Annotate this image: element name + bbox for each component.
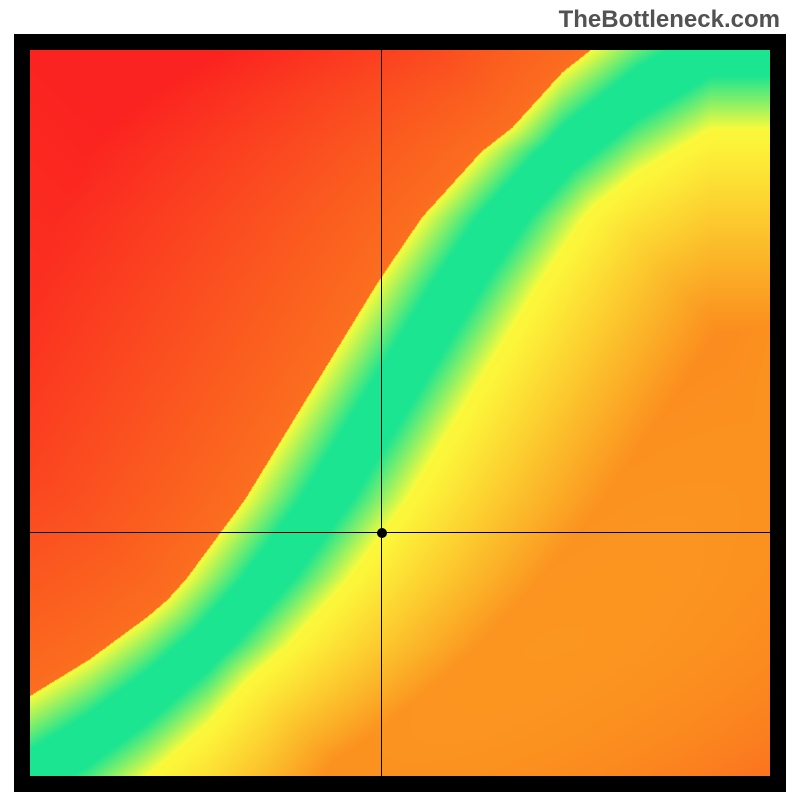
plot-frame (14, 34, 786, 792)
crosshair-vertical (381, 50, 382, 776)
crosshair-marker (377, 528, 387, 538)
crosshair-horizontal (30, 532, 770, 533)
bottleneck-heatmap (30, 50, 770, 776)
watermark-text: TheBottleneck.com (559, 6, 780, 34)
